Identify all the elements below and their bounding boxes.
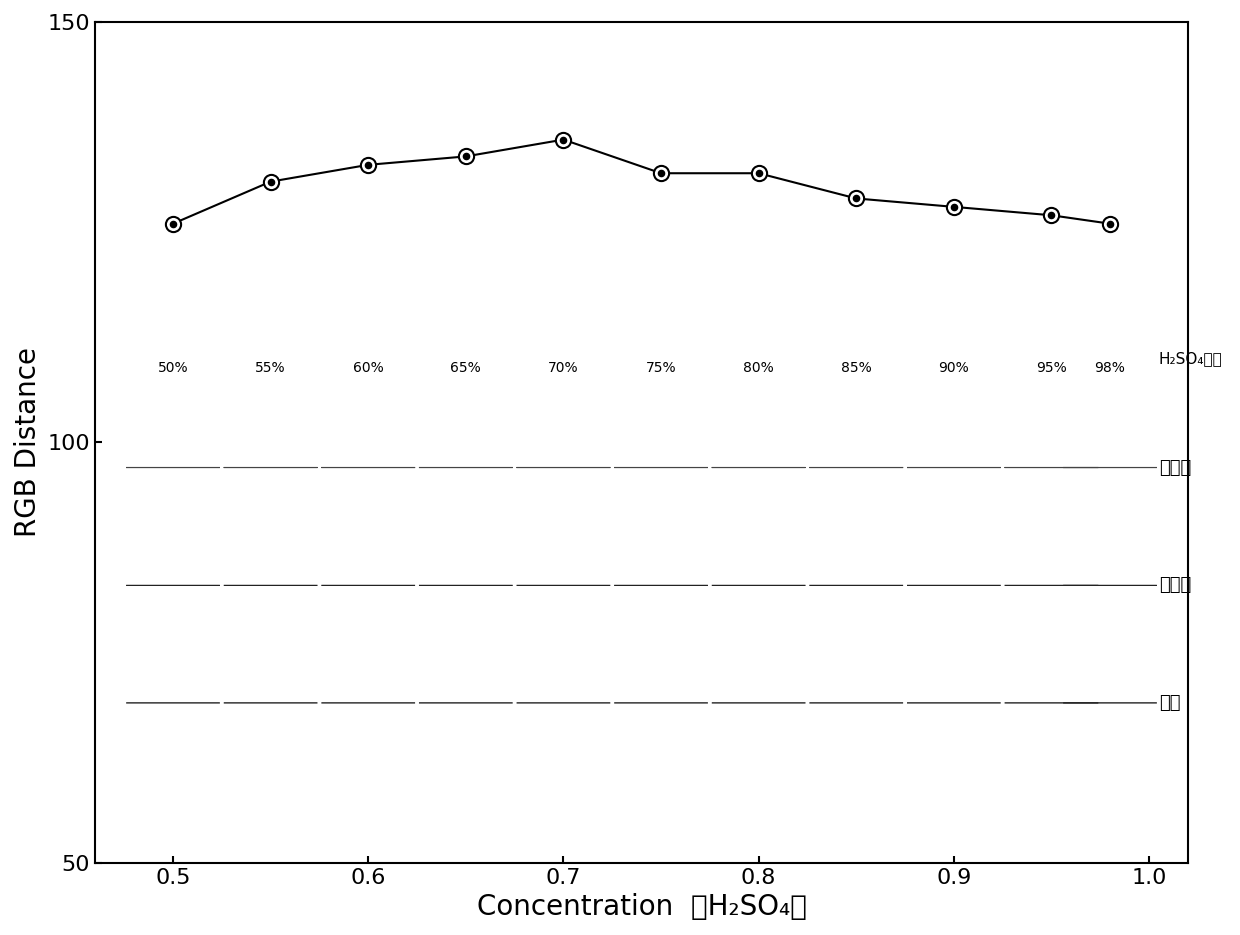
Text: 反应前: 反应前 [1159,458,1192,477]
Text: 85%: 85% [841,361,872,375]
Text: 50%: 50% [157,361,188,375]
Point [944,199,963,214]
Point [260,174,280,189]
Text: 75%: 75% [646,361,676,375]
Text: 90%: 90% [939,361,970,375]
Point [847,191,867,206]
Point [553,132,573,147]
Point [847,191,867,206]
Point [164,216,184,231]
Point [456,149,476,164]
X-axis label: Concentration  （H₂SO₄）: Concentration （H₂SO₄） [476,893,806,921]
Text: H₂SO₄浓度: H₂SO₄浓度 [1159,352,1223,367]
Point [651,165,671,180]
Point [260,174,280,189]
Point [1100,216,1120,231]
Text: 55%: 55% [255,361,286,375]
Point [456,149,476,164]
Point [1042,208,1061,223]
Point [749,165,769,180]
Text: 80%: 80% [743,361,774,375]
Text: 65%: 65% [450,361,481,375]
Point [358,157,378,172]
Point [1042,208,1061,223]
Point [358,157,378,172]
Point [944,199,963,214]
Point [651,165,671,180]
Text: 70%: 70% [548,361,579,375]
Text: 60%: 60% [353,361,383,375]
Point [553,132,573,147]
Text: 95%: 95% [1037,361,1066,375]
Point [1100,216,1120,231]
Text: 反应后: 反应后 [1159,576,1192,595]
Text: 差値: 差値 [1159,694,1180,712]
Point [164,216,184,231]
Text: 98%: 98% [1095,361,1126,375]
Y-axis label: RGB Distance: RGB Distance [14,347,42,538]
Point [749,165,769,180]
